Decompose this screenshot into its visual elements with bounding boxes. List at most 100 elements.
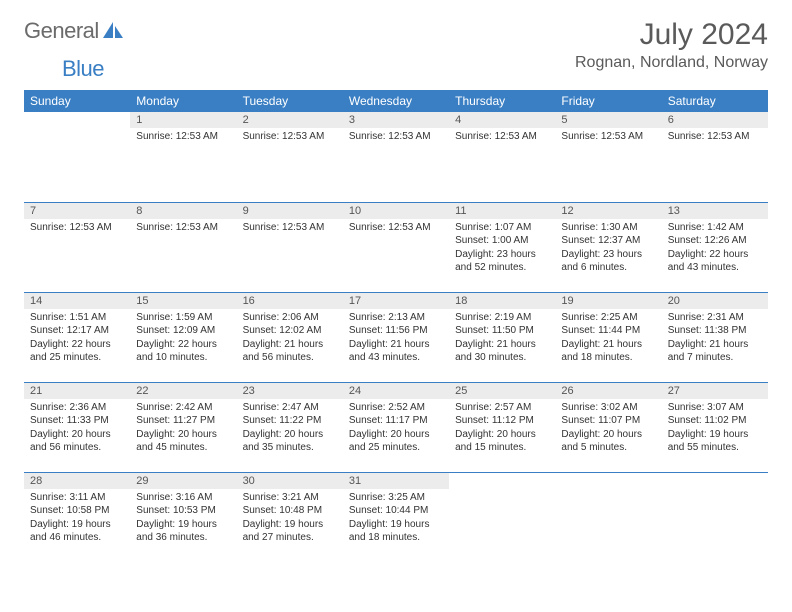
day-number: 4 [449,112,555,128]
detail-line: Daylight: 23 hours [561,248,655,262]
calendar-cell: 20Sunrise: 2:31 AMSunset: 11:38 PMDaylig… [662,292,768,382]
detail-line: Sunset: 10:53 PM [136,504,230,518]
detail-line: and 56 minutes. [243,351,337,365]
day-number: 21 [24,383,130,399]
detail-line: and 15 minutes. [455,441,549,455]
day-number: 8 [130,203,236,219]
day-number: 5 [555,112,661,128]
day-details: Sunrise: 2:36 AMSunset: 11:33 PMDaylight… [24,399,130,457]
detail-line: Daylight: 19 hours [30,518,124,532]
detail-line: Sunrise: 12:53 AM [243,221,337,235]
day-number: 30 [237,473,343,489]
detail-line: Sunrise: 3:02 AM [561,401,655,415]
calendar-cell: 15Sunrise: 1:59 AMSunset: 12:09 AMDaylig… [130,292,236,382]
detail-line: Sunset: 11:50 PM [455,324,549,338]
detail-line: Daylight: 22 hours [668,248,762,262]
day-details: Sunrise: 12:53 AM [130,128,236,146]
day-header-row: SundayMondayTuesdayWednesdayThursdayFrid… [24,90,768,112]
day-number: 11 [449,203,555,219]
day-details: Sunrise: 3:02 AMSunset: 11:07 PMDaylight… [555,399,661,457]
detail-line: Sunrise: 12:53 AM [136,221,230,235]
detail-line: Sunrise: 12:53 AM [30,221,124,235]
detail-line: Sunrise: 2:13 AM [349,311,443,325]
calendar-cell: 29Sunrise: 3:16 AMSunset: 10:53 PMDaylig… [130,472,236,562]
detail-line: and 52 minutes. [455,261,549,275]
calendar-cell: 19Sunrise: 2:25 AMSunset: 11:44 PMDaylig… [555,292,661,382]
detail-line: and 27 minutes. [243,531,337,545]
day-number: 13 [662,203,768,219]
day-number: 27 [662,383,768,399]
detail-line: Daylight: 22 hours [30,338,124,352]
detail-line: Sunset: 11:27 PM [136,414,230,428]
detail-line: Daylight: 21 hours [455,338,549,352]
calendar-cell: 12Sunrise: 1:30 AMSunset: 12:37 AMDaylig… [555,202,661,292]
brand-name-part1: General [24,18,99,44]
brand-name-part2: Blue [62,56,104,81]
detail-line: Sunset: 11:33 PM [30,414,124,428]
calendar-cell: 17Sunrise: 2:13 AMSunset: 11:56 PMDaylig… [343,292,449,382]
day-number: 29 [130,473,236,489]
detail-line: and 18 minutes. [349,531,443,545]
detail-line: Sunrise: 3:07 AM [668,401,762,415]
day-header: Thursday [449,90,555,112]
detail-line: Sunrise: 12:53 AM [455,130,549,144]
day-number: 14 [24,293,130,309]
detail-line: Sunrise: 2:36 AM [30,401,124,415]
detail-line: Sunset: 11:44 PM [561,324,655,338]
day-details: Sunrise: 12:53 AM [449,128,555,146]
day-number: 28 [24,473,130,489]
day-details: Sunrise: 1:30 AMSunset: 12:37 AMDaylight… [555,219,661,277]
day-number: 15 [130,293,236,309]
detail-line: Daylight: 20 hours [455,428,549,442]
detail-line: and 6 minutes. [561,261,655,275]
detail-line: Sunrise: 12:53 AM [136,130,230,144]
day-number: 19 [555,293,661,309]
detail-line: Daylight: 22 hours [136,338,230,352]
calendar-cell: 1 Sunrise: 12:53 AM [130,112,236,202]
day-details: Sunrise: 2:42 AMSunset: 11:27 PMDaylight… [130,399,236,457]
detail-line: Sunset: 11:07 PM [561,414,655,428]
day-header: Sunday [24,90,130,112]
day-number: 20 [662,293,768,309]
calendar-cell: 7 Sunrise: 12:53 AM [24,202,130,292]
calendar-cell: 25Sunrise: 2:57 AMSunset: 11:12 PMDaylig… [449,382,555,472]
calendar-week-row: 21Sunrise: 2:36 AMSunset: 11:33 PMDaylig… [24,382,768,472]
day-header: Tuesday [237,90,343,112]
day-details: Sunrise: 2:47 AMSunset: 11:22 PMDaylight… [237,399,343,457]
detail-line: and 43 minutes. [668,261,762,275]
calendar-cell: 14Sunrise: 1:51 AMSunset: 12:17 AMDaylig… [24,292,130,382]
day-number: 31 [343,473,449,489]
day-details: Sunrise: 12:53 AM [24,219,130,237]
detail-line: Sunrise: 3:16 AM [136,491,230,505]
calendar-cell: 13Sunrise: 1:42 AMSunset: 12:26 AMDaylig… [662,202,768,292]
day-details: Sunrise: 1:07 AMSunset: 1:00 AMDaylight:… [449,219,555,277]
calendar-cell: 24Sunrise: 2:52 AMSunset: 11:17 PMDaylig… [343,382,449,472]
calendar-cell [449,472,555,562]
day-number: 7 [24,203,130,219]
day-details: Sunrise: 12:53 AM [555,128,661,146]
brand-logo: General [24,18,125,44]
day-number: 1 [130,112,236,128]
detail-line: Sunset: 10:48 PM [243,504,337,518]
detail-line: Sunrise: 1:42 AM [668,221,762,235]
detail-line: Daylight: 23 hours [455,248,549,262]
calendar-cell: 28Sunrise: 3:11 AMSunset: 10:58 PMDaylig… [24,472,130,562]
calendar-cell: 18Sunrise: 2:19 AMSunset: 11:50 PMDaylig… [449,292,555,382]
detail-line: Daylight: 19 hours [349,518,443,532]
detail-line: Sunrise: 12:53 AM [243,130,337,144]
detail-line: Sunrise: 12:53 AM [349,221,443,235]
detail-line: Daylight: 21 hours [561,338,655,352]
detail-line: Sunrise: 2:57 AM [455,401,549,415]
calendar-cell: 10Sunrise: 12:53 AM [343,202,449,292]
day-number: 6 [662,112,768,128]
day-details: Sunrise: 12:53 AM [343,128,449,146]
day-details: Sunrise: 12:53 AM [237,219,343,237]
day-number: 16 [237,293,343,309]
detail-line: and 35 minutes. [243,441,337,455]
day-details: Sunrise: 3:25 AMSunset: 10:44 PMDaylight… [343,489,449,547]
calendar-week-row: 14Sunrise: 1:51 AMSunset: 12:17 AMDaylig… [24,292,768,382]
detail-line: Daylight: 19 hours [668,428,762,442]
detail-line: Daylight: 21 hours [243,338,337,352]
detail-line: and 25 minutes. [349,441,443,455]
detail-line: and 43 minutes. [349,351,443,365]
